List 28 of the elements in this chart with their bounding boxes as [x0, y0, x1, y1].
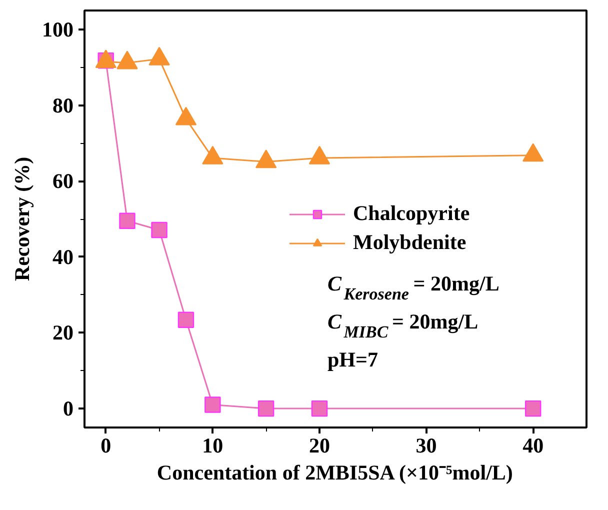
point: [258, 400, 274, 417]
y-axis-title: Recovery (%): [10, 156, 34, 282]
point: [148, 46, 170, 66]
x-tick-label: 10: [202, 434, 224, 458]
point: [311, 400, 328, 417]
point: [255, 150, 277, 168]
legend-label: Chalcopyrite: [353, 201, 470, 226]
y-tick-label: 0: [63, 396, 74, 421]
annotation: pH=7: [328, 348, 378, 372]
point: [178, 312, 194, 328]
x-tick-label: 40: [522, 434, 544, 458]
legend-label: Molybdenite: [353, 230, 466, 255]
y-tick-label: 40: [52, 244, 74, 269]
point: [204, 396, 221, 413]
point: [175, 106, 197, 126]
point: [308, 146, 330, 164]
x-tick-label: 0: [100, 434, 112, 458]
y-tick-label: 60: [52, 169, 74, 194]
x-axis-title: Concentation of 2MBI5SA (×10⁻⁵mol/L): [156, 460, 513, 484]
y-tick-label: 80: [52, 93, 74, 118]
point: [522, 143, 544, 162]
y-tick-label: 100: [42, 17, 74, 42]
x-tick-label: 30: [416, 434, 437, 458]
point: [202, 146, 224, 164]
point: [524, 400, 542, 417]
point: [116, 50, 138, 70]
y-tick-label: 20: [52, 320, 74, 345]
x-tick-label: 20: [308, 434, 330, 458]
